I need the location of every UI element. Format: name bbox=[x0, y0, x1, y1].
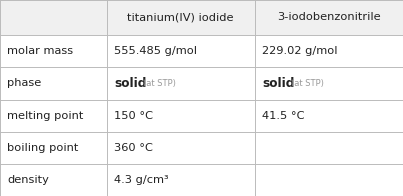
Text: 4.3 g/cm³: 4.3 g/cm³ bbox=[114, 175, 169, 185]
Text: molar mass: molar mass bbox=[7, 46, 73, 56]
Bar bbox=[107, 132, 255, 164]
Bar bbox=[255, 67, 403, 100]
Bar bbox=[107, 67, 255, 100]
Bar bbox=[255, 35, 403, 67]
Bar bbox=[107, 164, 255, 196]
Text: (at STP): (at STP) bbox=[143, 79, 176, 88]
Bar bbox=[0, 35, 107, 67]
Text: 229.02 g/mol: 229.02 g/mol bbox=[262, 46, 337, 56]
Bar bbox=[255, 100, 403, 132]
Text: 360 °C: 360 °C bbox=[114, 143, 153, 153]
Bar bbox=[0, 164, 107, 196]
Bar bbox=[0, 67, 107, 100]
Text: boiling point: boiling point bbox=[7, 143, 79, 153]
Text: solid: solid bbox=[262, 77, 294, 90]
Text: 555.485 g/mol: 555.485 g/mol bbox=[114, 46, 197, 56]
Bar bbox=[255, 164, 403, 196]
Bar bbox=[107, 0, 255, 35]
Bar bbox=[0, 0, 107, 35]
Text: 3-iodobenzonitrile: 3-iodobenzonitrile bbox=[277, 12, 381, 23]
Text: melting point: melting point bbox=[7, 111, 84, 121]
Bar bbox=[107, 100, 255, 132]
Bar bbox=[107, 35, 255, 67]
Text: solid: solid bbox=[114, 77, 146, 90]
Text: phase: phase bbox=[7, 78, 42, 88]
Bar bbox=[0, 132, 107, 164]
Text: titanium(IV) iodide: titanium(IV) iodide bbox=[127, 12, 234, 23]
Text: 41.5 °C: 41.5 °C bbox=[262, 111, 304, 121]
Text: density: density bbox=[7, 175, 49, 185]
Text: 150 °C: 150 °C bbox=[114, 111, 153, 121]
Text: (at STP): (at STP) bbox=[291, 79, 324, 88]
Bar bbox=[255, 132, 403, 164]
Bar bbox=[0, 100, 107, 132]
Bar bbox=[255, 0, 403, 35]
